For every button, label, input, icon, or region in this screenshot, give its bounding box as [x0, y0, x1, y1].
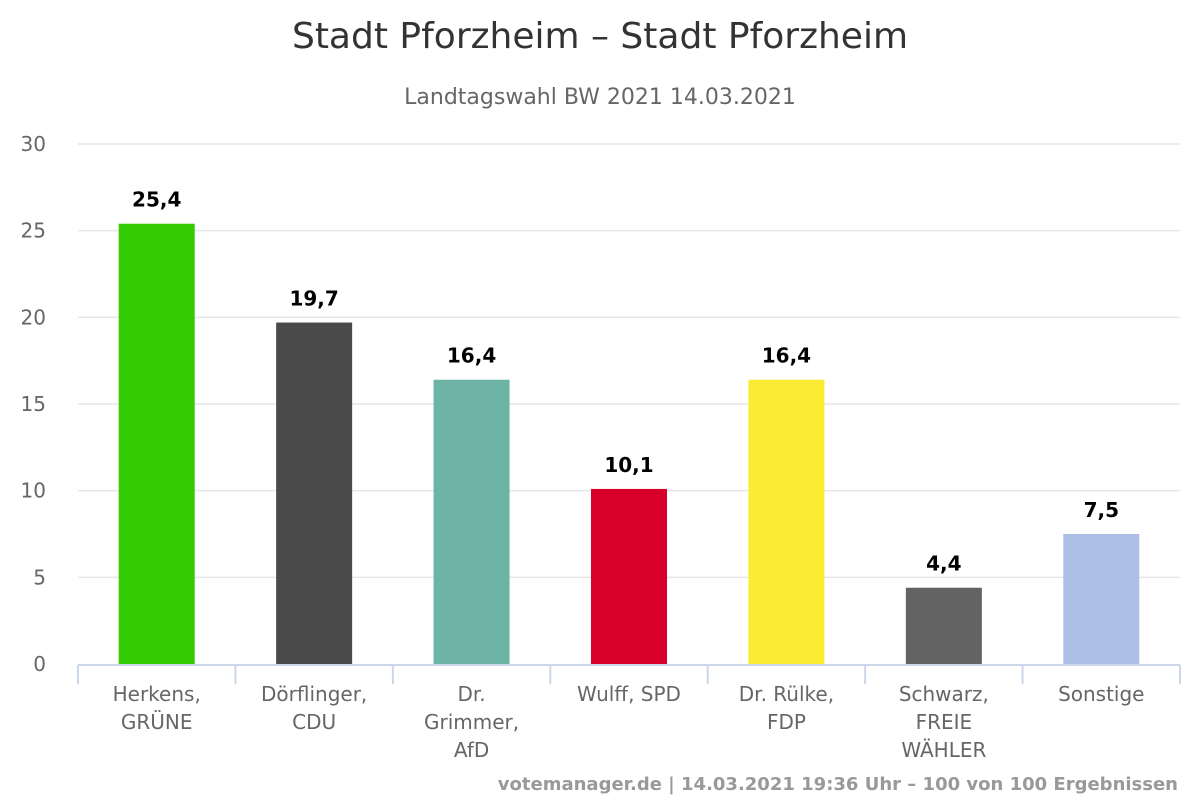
chart-subtitle: Landtagswahl BW 2021 14.03.2021: [404, 85, 796, 110]
bar: [748, 379, 825, 664]
data-label: 25,4: [132, 188, 181, 212]
y-tick-label: 10: [21, 479, 46, 503]
bar: [276, 322, 353, 664]
bar: [905, 587, 982, 664]
chart-title: Stadt Pforzheim – Stadt Pforzheim: [292, 16, 908, 57]
data-labels: 25,4 19,7 16,4 10,1 16,4 4,4 7,5: [132, 188, 1119, 576]
y-tick-label: 30: [21, 132, 46, 156]
credits-text[interactable]: votemanager.de | 14.03.2021 19:36 Uhr – …: [498, 774, 1178, 795]
data-label: 10,1: [604, 453, 653, 477]
x-tick-label: Dr. Grimmer, AfD: [424, 682, 519, 762]
x-tick-label: Sonstige: [1058, 682, 1144, 706]
data-label: 16,4: [447, 344, 496, 368]
data-label: 7,5: [1084, 498, 1119, 522]
bar: [591, 488, 667, 664]
bar: [118, 223, 195, 664]
bars: [118, 223, 1140, 664]
y-tick-label: 0: [33, 652, 46, 676]
x-tick-label: Schwarz, FREIE WÄHLER: [899, 682, 989, 762]
x-tick-label: Herkens, GRÜNE: [113, 682, 201, 734]
bar: [1063, 534, 1140, 664]
x-axis: Herkens, GRÜNE Dörflinger, CDU Dr. Grimmer, Af…: [77, 664, 1181, 762]
y-tick-label: 5: [33, 565, 46, 589]
data-label: 19,7: [289, 287, 338, 311]
x-tick-label: Dr. Rülke, FDP: [739, 682, 834, 734]
y-axis: 0 5 10 15 20 25 30: [21, 132, 46, 676]
x-tick-label: Dörflinger, CDU: [261, 682, 367, 734]
grid: [78, 143, 1180, 579]
bar: [433, 379, 510, 664]
y-tick-label: 25: [21, 219, 46, 243]
y-tick-label: 20: [21, 305, 46, 329]
y-tick-label: 15: [21, 392, 46, 416]
x-tick-label: Wulff, SPD: [577, 682, 681, 706]
data-label: 16,4: [762, 344, 811, 368]
data-label: 4,4: [926, 552, 961, 576]
